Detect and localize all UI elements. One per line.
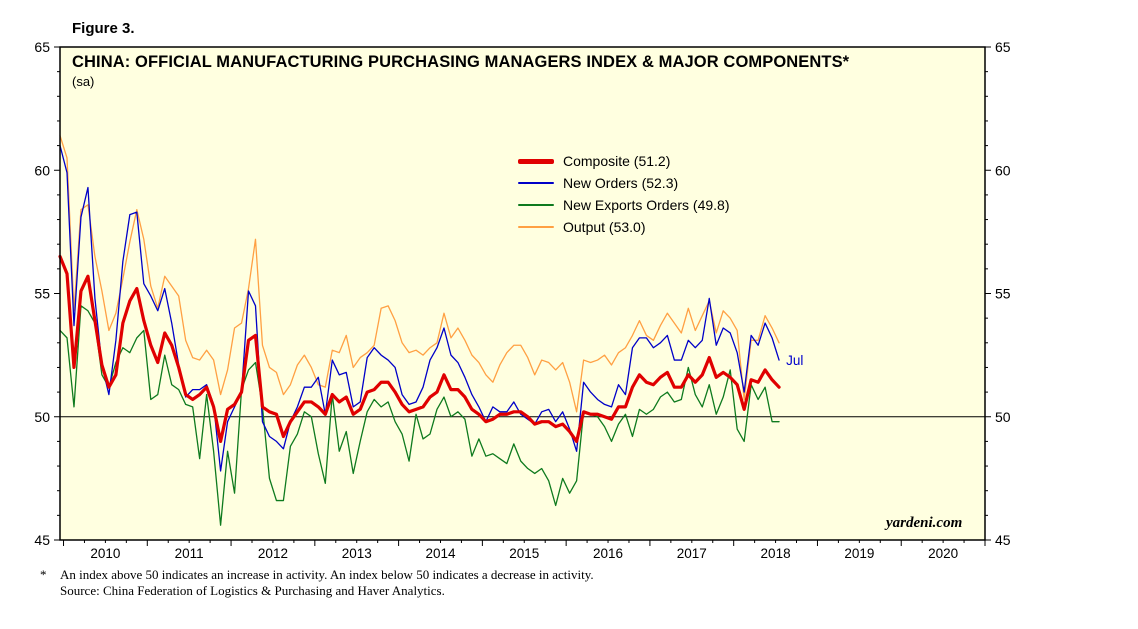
y-axis-label-left: 45 xyxy=(34,532,50,548)
chart-legend: Composite (51.2) New Orders (52.3) New E… xyxy=(518,150,730,238)
x-axis-year-label: 2011 xyxy=(175,546,204,561)
legend-item-composite: Composite (51.2) xyxy=(518,150,730,172)
y-axis-label-right: 50 xyxy=(995,409,1011,425)
y-axis-label-right: 60 xyxy=(995,162,1011,178)
legend-label-new-orders: New Orders (52.3) xyxy=(563,175,679,191)
legend-swatch-new-exports-orders xyxy=(518,204,554,206)
y-axis-label-right: 55 xyxy=(995,286,1011,302)
series-new-exports-orders xyxy=(59,305,780,526)
y-axis-label-left: 50 xyxy=(34,409,50,425)
series-composite xyxy=(58,254,781,443)
x-axis-year-label: 2020 xyxy=(928,546,958,561)
x-axis-year-label: 2015 xyxy=(509,546,539,561)
legend-label-new-exports-orders: New Exports Orders (49.8) xyxy=(563,197,730,213)
legend-item-new-exports-orders: New Exports Orders (49.8) xyxy=(518,194,730,216)
legend-swatch-output xyxy=(518,226,554,228)
y-axis-label-left: 65 xyxy=(34,39,50,55)
watermark: yardeni.com xyxy=(886,515,963,531)
legend-item-new-orders: New Orders (52.3) xyxy=(518,172,730,194)
footnote: * An index above 50 indicates an increas… xyxy=(40,567,594,599)
x-axis-year-label: 2016 xyxy=(593,546,623,561)
y-axis-label-left: 55 xyxy=(34,286,50,302)
footnote-line2: Source: China Federation of Logistics & … xyxy=(60,583,445,598)
y-axis-label-left: 60 xyxy=(34,162,50,178)
x-axis-year-label: 2010 xyxy=(90,546,120,561)
x-axis-year-label: 2017 xyxy=(677,546,707,561)
legend-item-output: Output (53.0) xyxy=(518,216,730,238)
plot-border xyxy=(59,46,986,541)
footnote-line1: An index above 50 indicates an increase … xyxy=(60,567,594,582)
figure-label: Figure 3. xyxy=(72,20,135,37)
x-axis-year-label: 2012 xyxy=(258,546,288,561)
legend-swatch-new-orders xyxy=(518,182,554,184)
plot-area xyxy=(60,47,985,540)
axis-labels: 45 45 50 50 55 55 60 60 65 65 2010 2011 2012 2013 2014… xyxy=(34,39,1010,561)
legend-swatch-composite xyxy=(518,158,554,164)
x-axis-year-label: 2014 xyxy=(425,546,456,561)
y-axis-label-right: 45 xyxy=(995,532,1011,548)
x-axis-year-label: 2013 xyxy=(342,546,372,561)
latest-month-annotation: Jul xyxy=(786,353,804,369)
chart-subtitle: (sa) xyxy=(72,74,95,89)
legend-label-composite: Composite (51.2) xyxy=(563,153,671,169)
series-output xyxy=(59,135,780,413)
legend-label-output: Output (53.0) xyxy=(563,219,646,235)
x-axis-year-label: 2019 xyxy=(844,546,874,561)
x-axis-year-label: 2018 xyxy=(761,546,791,561)
series-lines xyxy=(58,135,781,526)
chart-title: CHINA: OFFICIAL MANUFACTURING PURCHASING… xyxy=(72,53,850,71)
footnote-marker: * xyxy=(40,567,47,582)
y-axis-label-right: 65 xyxy=(995,39,1011,55)
